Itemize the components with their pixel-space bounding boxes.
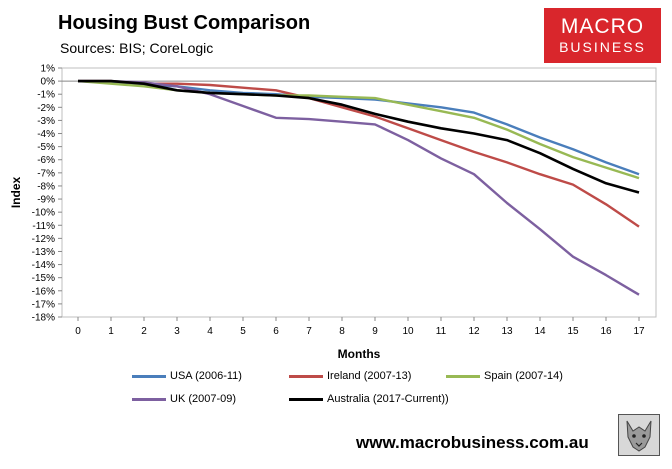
- logo-line-2: BUSINESS: [559, 39, 646, 55]
- legend-swatch: [289, 397, 323, 401]
- y-tick-label: -12%: [32, 234, 55, 245]
- logo-line-1: MACRO: [560, 15, 645, 38]
- y-tick-label: 0%: [41, 77, 56, 88]
- legend-label: Ireland (2007-13): [327, 370, 412, 382]
- y-tick-label: -6%: [37, 155, 55, 166]
- series-line-2: [77, 79, 640, 180]
- x-tick-label: 1: [108, 326, 114, 337]
- chart-title: Housing Bust Comparison: [58, 12, 311, 34]
- x-tick-label: 16: [600, 326, 612, 337]
- plot-area: [61, 67, 657, 318]
- x-tick-label: 2: [141, 326, 147, 337]
- x-tick-label: 14: [534, 326, 546, 337]
- y-tick-label: -17%: [32, 299, 55, 310]
- y-tick-label: -18%: [32, 313, 55, 324]
- y-tick-label: -15%: [32, 273, 55, 284]
- y-tick-label: -14%: [32, 260, 55, 271]
- y-tick-label: -16%: [32, 286, 55, 297]
- y-tick-label: -4%: [37, 129, 55, 140]
- x-tick-label: 3: [174, 326, 180, 337]
- y-tick-label: -10%: [32, 208, 55, 219]
- x-tick-label: 9: [372, 326, 378, 337]
- series-line-3: [78, 79, 640, 296]
- legend-item: Australia (2017-Current)): [289, 393, 449, 405]
- website-link[interactable]: www.macrobusiness.com.au: [356, 433, 589, 452]
- wolf-icon: [618, 414, 660, 456]
- y-tick-label: -9%: [37, 195, 55, 206]
- x-tick-label: 12: [468, 326, 480, 337]
- x-tick-label: 0: [75, 326, 81, 337]
- y-axis-title: Index: [9, 177, 23, 209]
- y-tick-label: -3%: [37, 116, 55, 127]
- x-tick-label: 7: [306, 326, 312, 337]
- x-tick-label: 11: [436, 326, 447, 337]
- macrobusiness-logo[interactable]: MACRO BUSINESS: [544, 8, 661, 63]
- legend-label: UK (2007-09): [170, 393, 237, 405]
- series-line-4: [78, 79, 640, 194]
- legend-item: Spain (2007-14): [446, 370, 563, 382]
- legend-swatch: [132, 374, 166, 378]
- y-tick-label: -1%: [37, 90, 55, 101]
- x-tick-label: 8: [339, 326, 345, 337]
- y-tick-label: -8%: [37, 181, 55, 192]
- y-tick-label: -2%: [37, 103, 55, 114]
- legend-label: USA (2006-11): [170, 370, 242, 382]
- legend-swatch: [446, 374, 480, 378]
- legend-item: UK (2007-09): [132, 393, 236, 405]
- y-tick-label: -7%: [37, 168, 55, 179]
- x-tick-label: 5: [240, 326, 246, 337]
- x-tick-label: 6: [273, 326, 279, 337]
- legend-item: Ireland (2007-13): [289, 370, 411, 382]
- x-tick-label: 13: [501, 326, 513, 337]
- legend-swatch: [289, 374, 323, 378]
- legend-label: Australia (2017-Current)): [327, 393, 449, 405]
- y-tick-label: -13%: [32, 247, 55, 258]
- series-line-1: [78, 79, 640, 228]
- y-tick-label: -11%: [32, 221, 55, 232]
- chart-subtitle: Sources: BIS; CoreLogic: [60, 40, 214, 56]
- x-tick-label: 4: [207, 326, 213, 337]
- y-tick-label: -5%: [37, 142, 55, 153]
- legend-item: USA (2006-11): [132, 370, 242, 382]
- x-tick-label: 15: [567, 326, 579, 337]
- legend-label: Spain (2007-14): [484, 370, 563, 382]
- legend-swatch: [132, 397, 166, 401]
- x-axis-title: Months: [338, 347, 381, 361]
- x-tick-label: 17: [633, 326, 645, 337]
- y-tick-label: 1%: [41, 64, 56, 75]
- x-tick-label: 10: [402, 326, 414, 337]
